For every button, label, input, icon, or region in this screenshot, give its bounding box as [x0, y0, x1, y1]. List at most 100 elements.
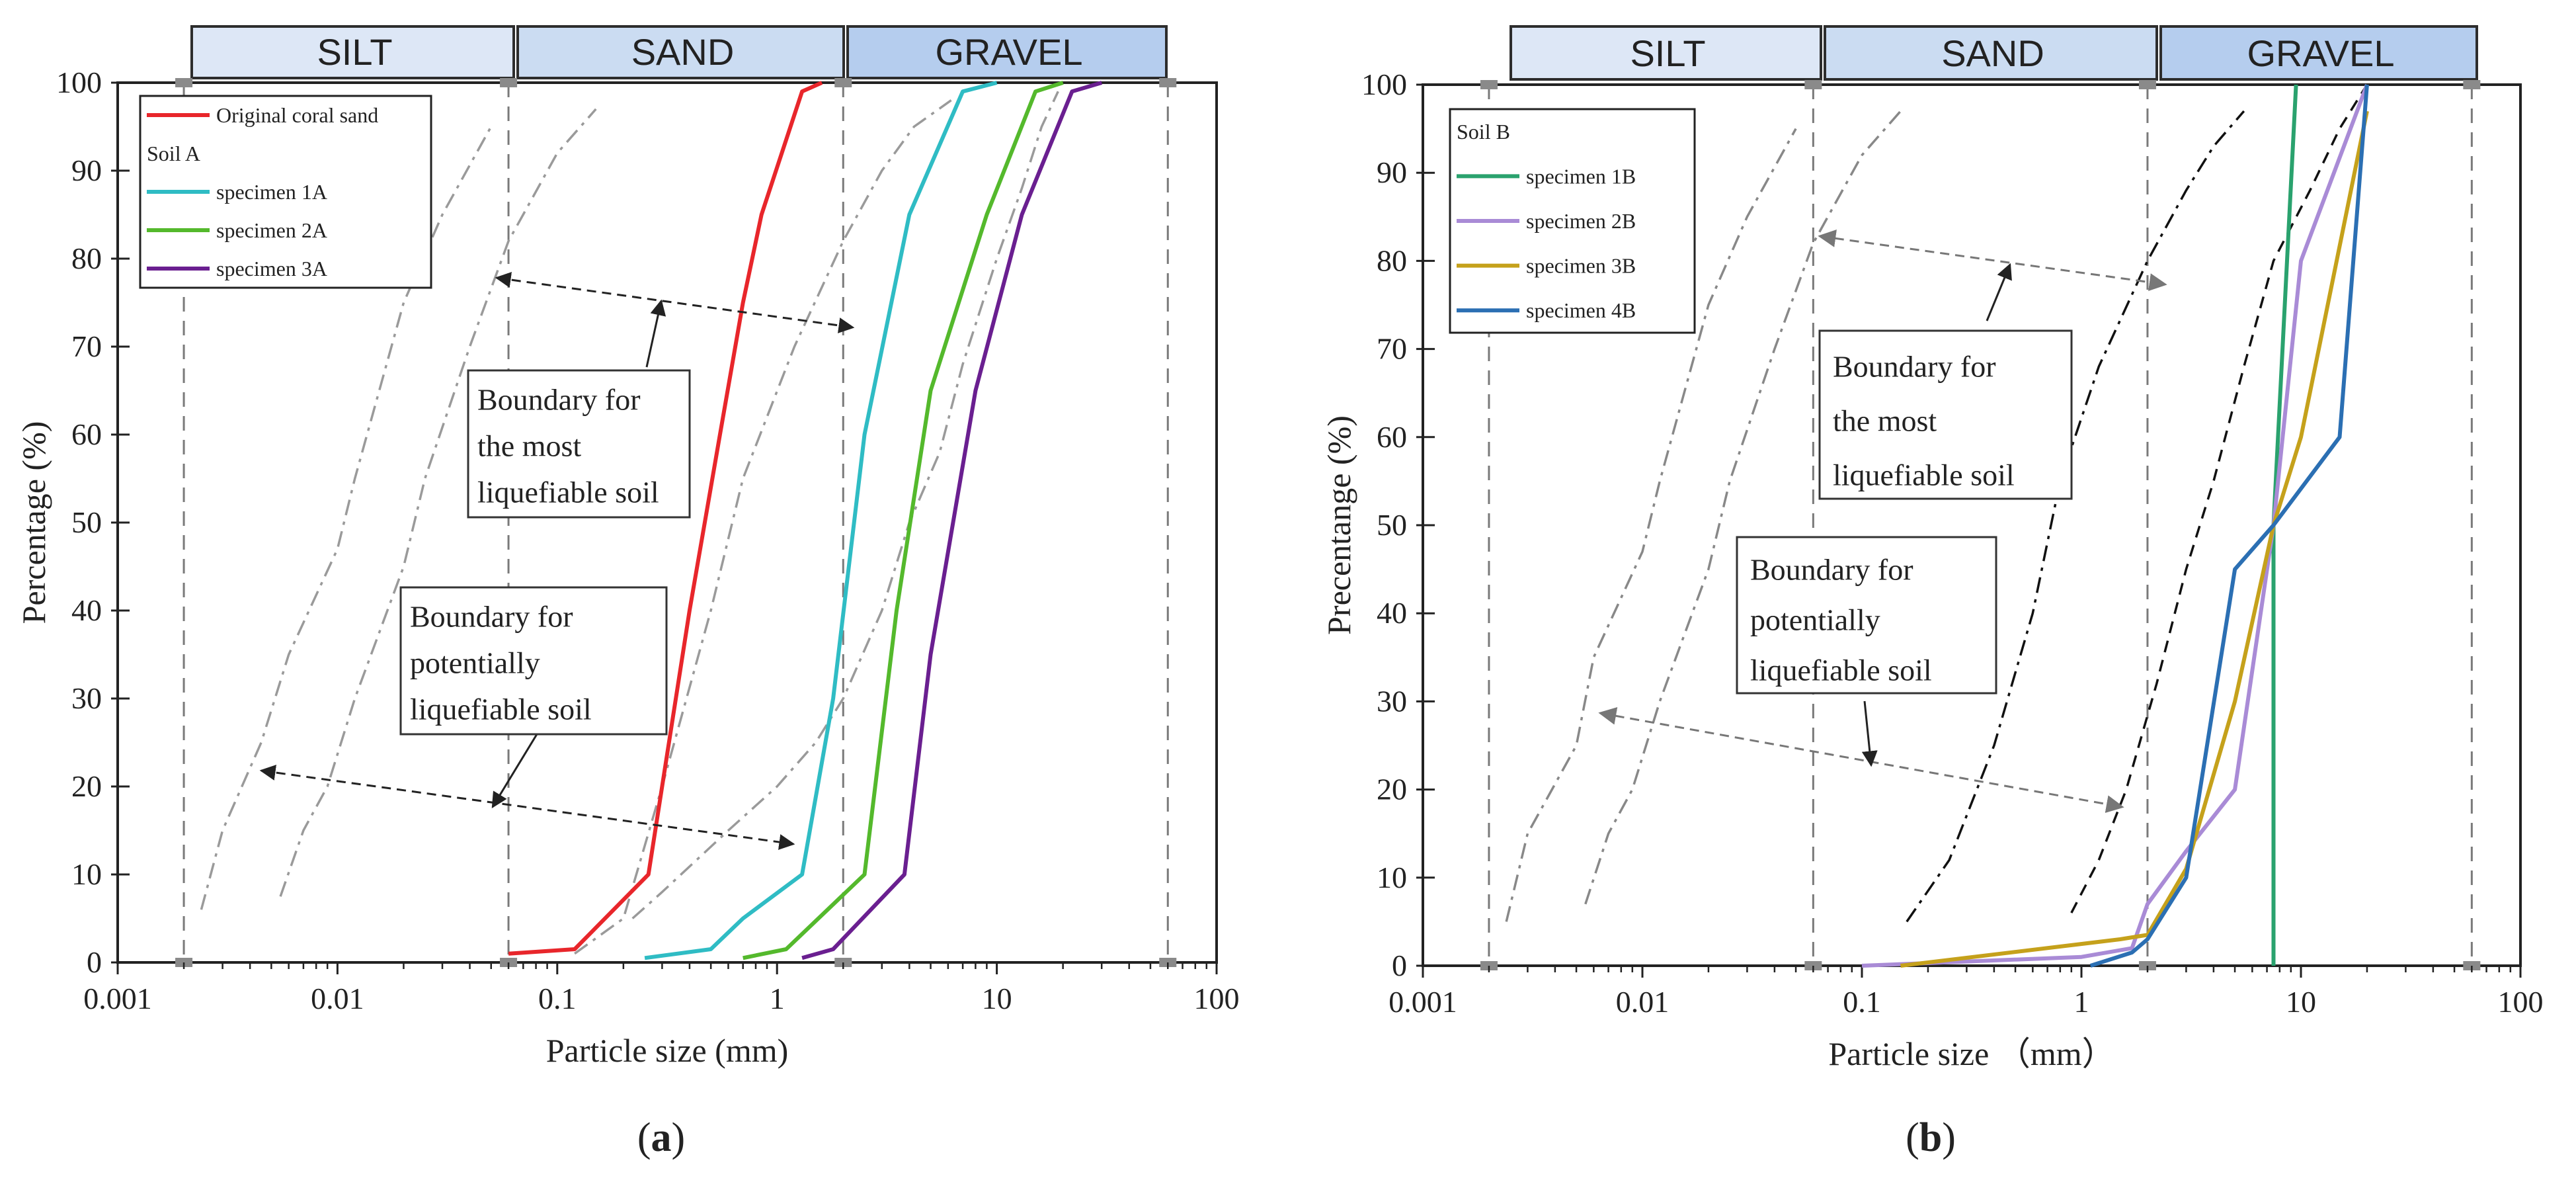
y-tick-label: 60	[1377, 420, 1407, 454]
x-tick-label: 10	[2286, 985, 2316, 1019]
boundary-curve-3	[1906, 110, 2245, 923]
category-band-sand	[516, 25, 845, 79]
panel-label-letter: b	[1919, 1115, 1942, 1160]
y-tick-label: 90	[1377, 155, 1407, 189]
divider-marker-top	[1480, 80, 1498, 89]
x-tick-label: 1	[770, 982, 785, 1015]
annotation-box-2	[1736, 536, 1997, 695]
legend-entry-label: specimen 4B	[1526, 298, 1636, 322]
legend-entry-label: specimen 3A	[216, 257, 327, 280]
boundary-span-arrow-2	[259, 765, 795, 850]
annotation-box-2	[399, 586, 668, 736]
panel-label-close: )	[672, 1115, 686, 1160]
y-axis-label: Percentage (%)	[15, 421, 52, 624]
boundary-span-arrow-2	[1598, 707, 2124, 813]
x-tick-label: 1	[2074, 985, 2089, 1019]
category-band-gravel	[2159, 25, 2478, 81]
series-line-3	[1900, 110, 2369, 968]
panel-label: (b)	[1906, 1115, 1956, 1160]
series-line-4	[801, 81, 1103, 960]
annotation-text: liquefiable soil	[1750, 654, 1932, 687]
divider-marker-top	[2463, 80, 2481, 89]
y-tick-label: 30	[71, 681, 102, 715]
x-tick-label: 100	[2498, 985, 2544, 1019]
y-tick-label: 70	[1377, 332, 1407, 366]
y-tick-label: 10	[1377, 861, 1407, 894]
boundary-curve-4	[631, 91, 1059, 919]
annotation-text: potentially	[1750, 603, 1880, 637]
annotation-leader-2	[1861, 700, 1878, 767]
x-tick-label: 10	[982, 982, 1012, 1015]
legend-entry-label: specimen 3B	[1526, 254, 1636, 278]
boundary-curve-1	[1505, 128, 1797, 922]
annotation-text: Boundary for	[410, 600, 573, 634]
x-tick-label: 0.01	[311, 982, 364, 1015]
annotation-leader-2	[491, 734, 538, 809]
chart-panel-b: SILT SAND GRAVEL 0 10 20 30 40 50 60 70 80 90 100 0.00…	[1320, 25, 2544, 1160]
y-tick-label: 80	[1377, 243, 1407, 277]
x-axis-label: Particle size (mm)	[546, 1032, 789, 1069]
legend-entry-label: specimen 2B	[1526, 209, 1636, 233]
divider-marker-top	[175, 78, 193, 87]
y-tick-label: 40	[71, 593, 102, 627]
divider-marker-top	[834, 78, 852, 87]
x-tick-label: 0.001	[83, 982, 152, 1015]
panel-label-open: (	[637, 1115, 651, 1160]
panel-label: (a)	[637, 1115, 685, 1160]
y-tick-label: 70	[71, 329, 102, 363]
annotation-leader-1	[645, 299, 666, 368]
divider-marker-top	[1159, 78, 1177, 87]
annotation-text: liquefiable soil	[477, 476, 659, 509]
category-label-gravel: GRAVEL	[2247, 32, 2394, 74]
y-tick-label: 50	[1377, 508, 1407, 542]
y-tick-label: 20	[71, 769, 102, 803]
legend-group-title: Soil B	[1457, 120, 1510, 144]
category-label-sand: SAND	[631, 31, 735, 73]
series-line-1	[508, 81, 823, 956]
annotation-text: liquefiable soil	[1833, 458, 2015, 492]
category-label-silt: SILT	[317, 31, 392, 73]
legend-entry-label: Original coral sand	[216, 103, 378, 127]
divider-marker-top	[500, 78, 518, 87]
series-line-2	[644, 81, 998, 960]
y-tick-label: 60	[71, 417, 102, 451]
legend-entry-label: specimen 1B	[1526, 164, 1636, 188]
y-tick-label: 80	[71, 241, 102, 275]
category-label-gravel: GRAVEL	[935, 31, 1082, 73]
x-tick-label: 0.1	[1843, 985, 1881, 1019]
y-tick-label: 0	[1392, 949, 1407, 982]
legend-entry-label: specimen 2A	[216, 218, 327, 242]
boundary-curve-3	[574, 99, 952, 955]
divider-marker-top	[2138, 80, 2156, 89]
category-band-gravel	[846, 25, 1168, 79]
series-line-3	[743, 81, 1064, 960]
annotation-text: the most	[1833, 404, 1937, 438]
annotation-box-1	[1818, 329, 2073, 500]
category-band-silt	[190, 25, 515, 79]
x-tick-label: 100	[1194, 982, 1240, 1015]
series-line-2	[1861, 83, 2369, 968]
boundary-curve-4	[2070, 84, 2368, 913]
boundary-span-arrow-1	[495, 272, 855, 333]
category-label-silt: SILT	[1630, 32, 1705, 74]
y-axis-label: Precentange (%)	[1320, 415, 1357, 635]
annotation-text: Boundary for	[1750, 553, 1913, 587]
legend-group-title: Soil A	[147, 142, 200, 165]
annotation-text: Boundary for	[477, 383, 641, 417]
annotation-leader-1	[1986, 263, 2012, 321]
boundary-span-arrow-1	[1818, 229, 2167, 292]
x-axis-label: Particle size （mm）	[1828, 1035, 2114, 1072]
divider-marker-top	[1804, 80, 1822, 89]
y-tick-label: 90	[71, 153, 102, 187]
x-tick-label: 0.1	[538, 982, 577, 1015]
series-line-1	[2271, 84, 2298, 966]
y-tick-label: 20	[1377, 773, 1407, 806]
y-tick-label: 100	[1361, 67, 1407, 101]
x-tick-label: 0.001	[1389, 985, 1457, 1019]
annotation-text: the most	[477, 429, 581, 463]
category-label-sand: SAND	[1941, 32, 2044, 74]
category-band-sand	[1824, 25, 2158, 81]
y-tick-label: 0	[87, 945, 102, 979]
boundary-curve-2	[279, 108, 597, 897]
